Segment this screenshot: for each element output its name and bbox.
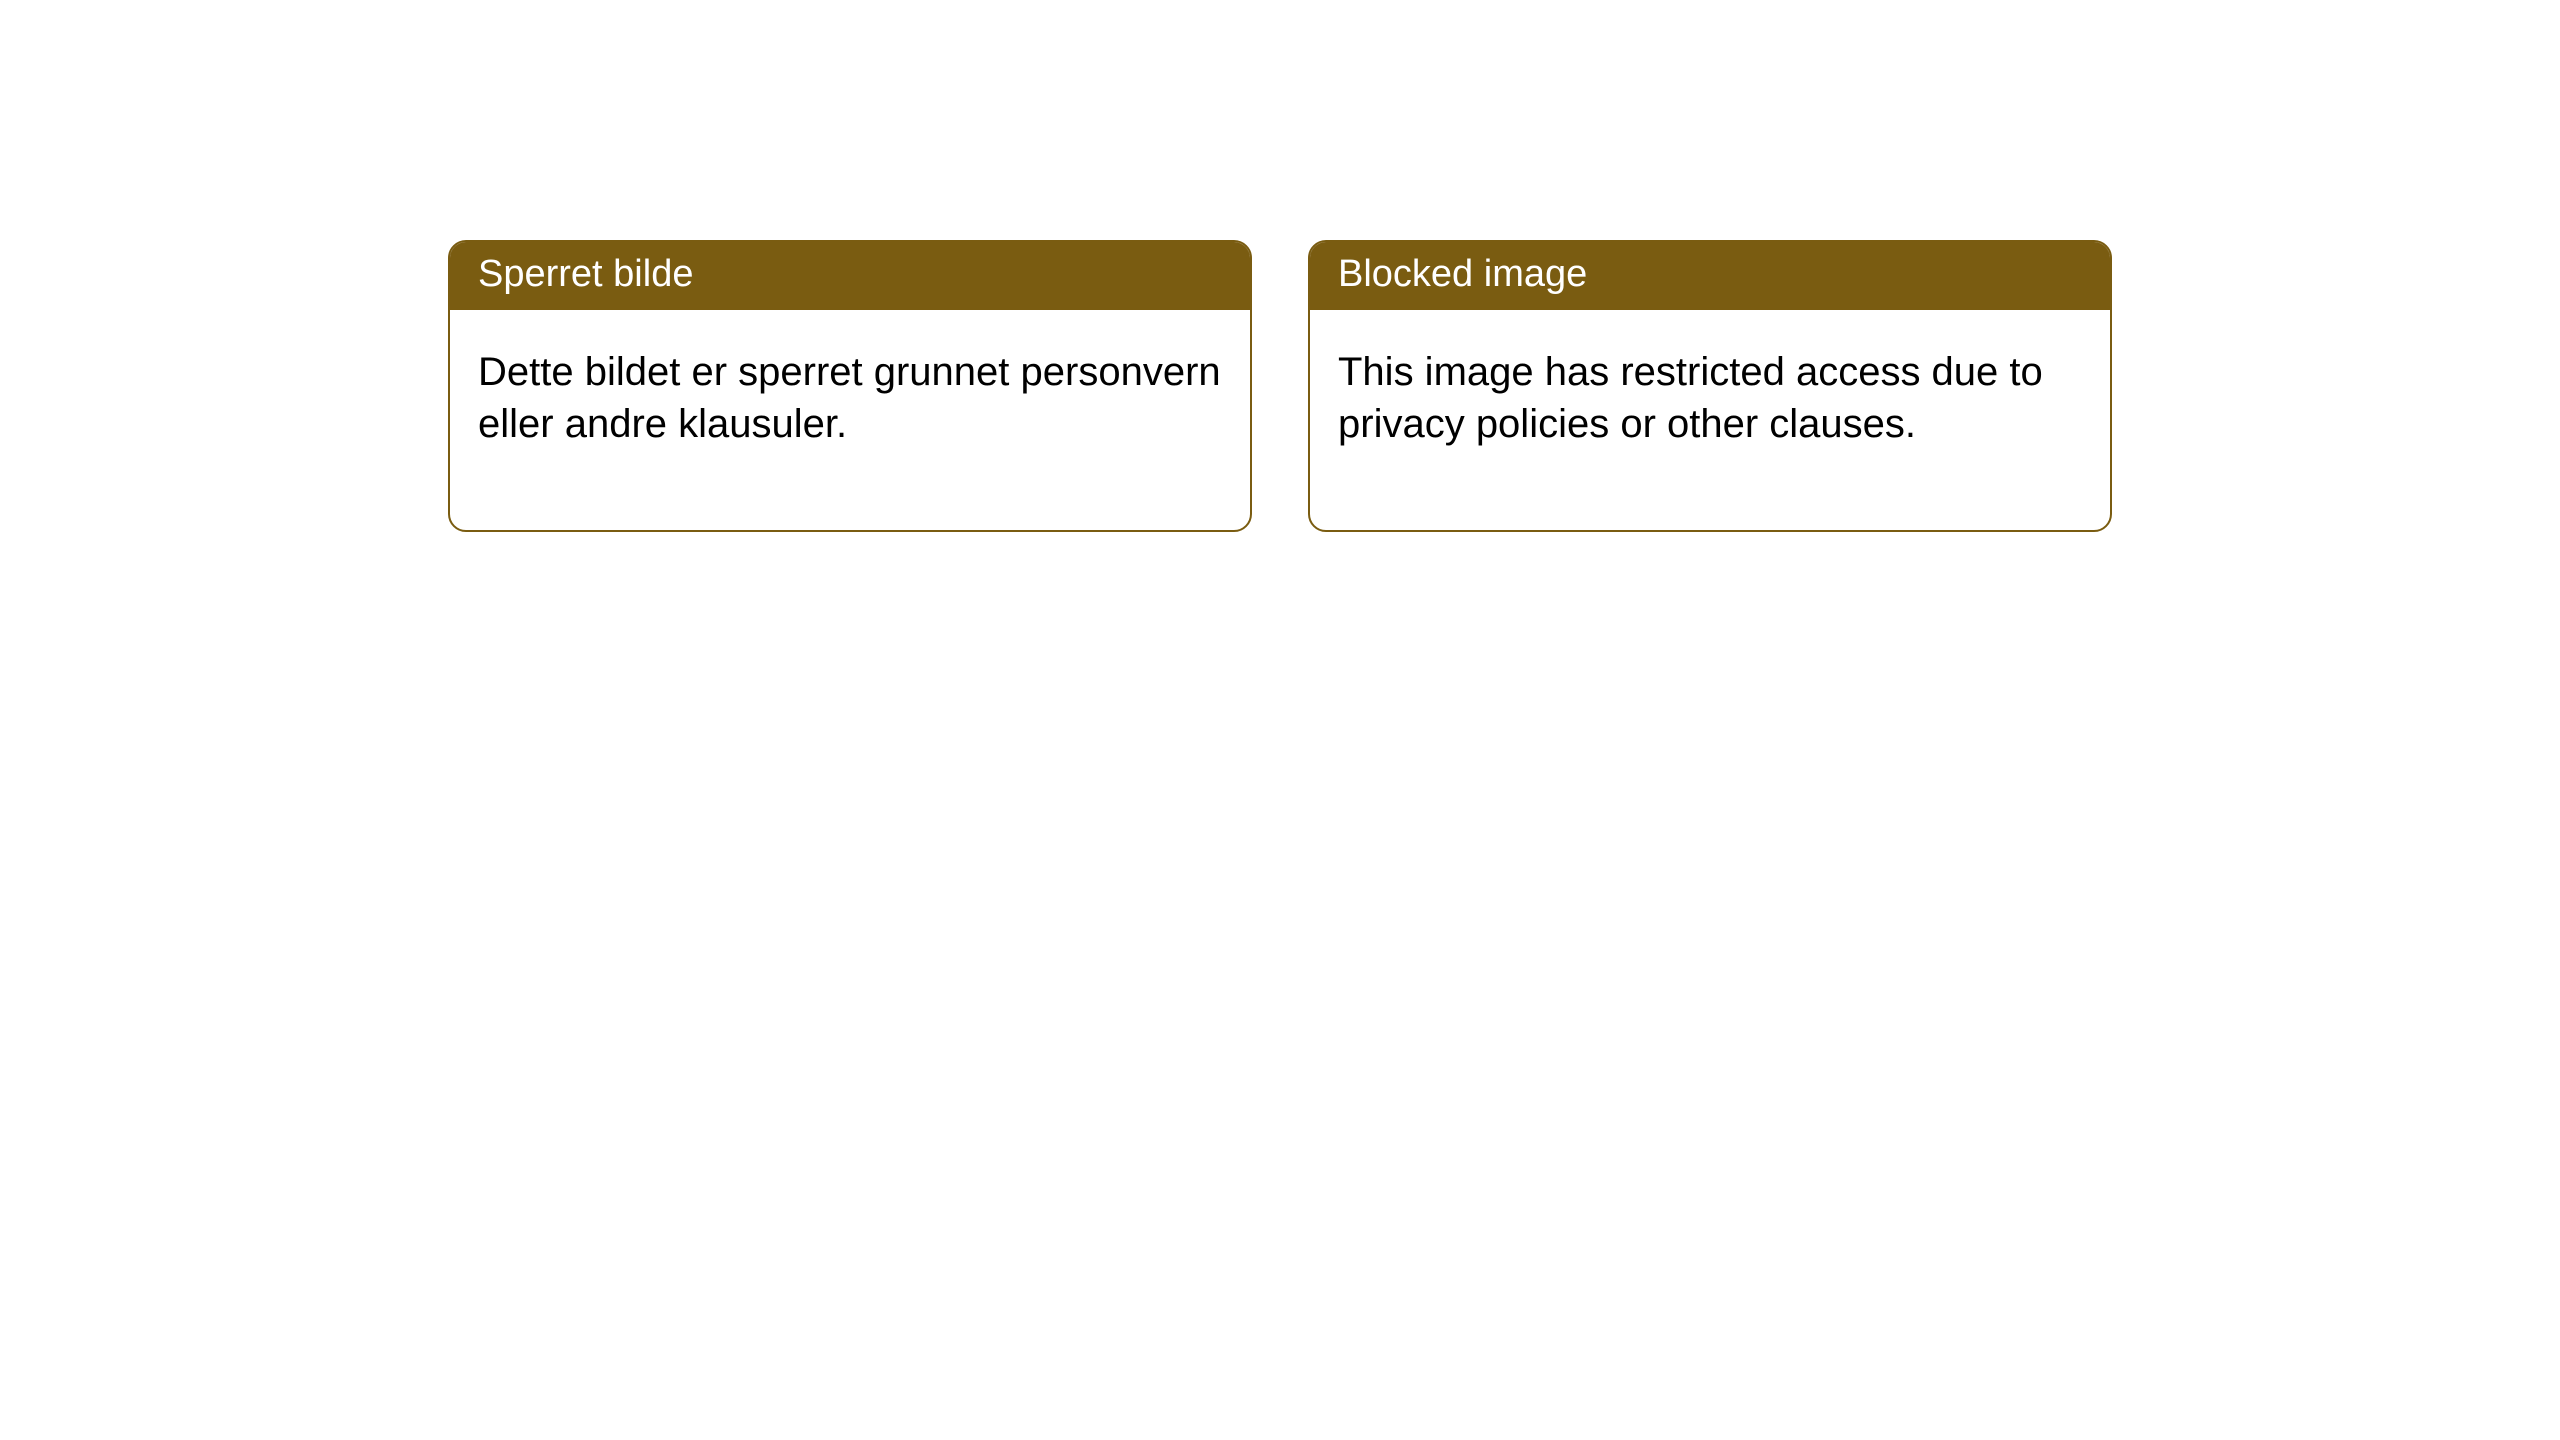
blocked-image-card-en: Blocked image This image has restricted … bbox=[1308, 240, 2112, 532]
card-header-no: Sperret bilde bbox=[450, 242, 1250, 310]
card-body-no: Dette bildet er sperret grunnet personve… bbox=[450, 310, 1250, 530]
card-header-en: Blocked image bbox=[1310, 242, 2110, 310]
blocked-image-card-no: Sperret bilde Dette bildet er sperret gr… bbox=[448, 240, 1252, 532]
card-body-en: This image has restricted access due to … bbox=[1310, 310, 2110, 530]
notice-container: Sperret bilde Dette bildet er sperret gr… bbox=[0, 0, 2560, 532]
